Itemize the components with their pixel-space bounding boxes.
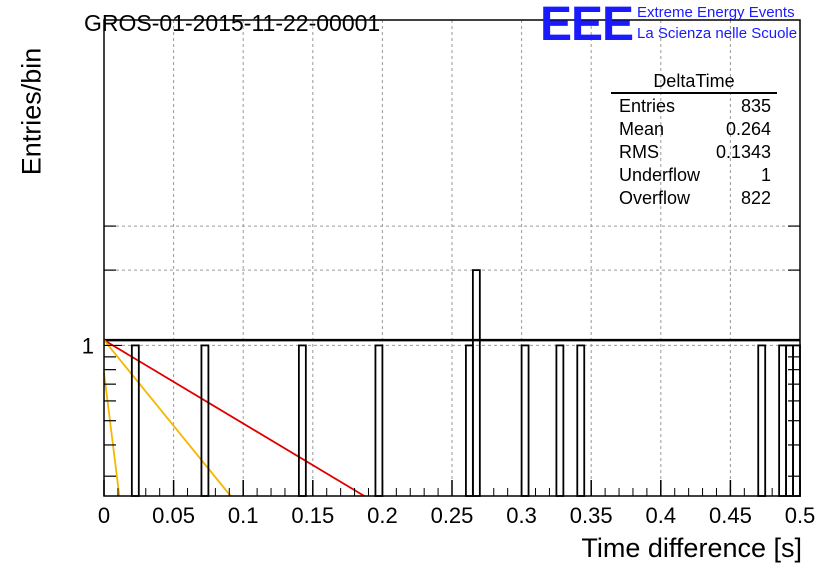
- stats-row-entries: Entries 835: [611, 95, 777, 118]
- histogram-bin: [130, 344, 140, 497]
- tick-labels: 0 0.05 0.1 0.15 0.2 0.25 0.3 0.35 0.4 0.45 0.5 1: [82, 333, 816, 528]
- stats-label: Mean: [619, 119, 665, 139]
- stats-value: 835: [740, 96, 771, 116]
- histogram-bin: [200, 344, 210, 497]
- histogram-bin: [520, 344, 530, 497]
- chart-title: GROS-01-2015-11-22-00001: [84, 10, 381, 36]
- fit-line-yellow: [103, 372, 121, 497]
- x-tick-label: 0.3: [506, 503, 537, 528]
- histogram-bin: [757, 344, 767, 497]
- stats-row-underflow: Underflow 1: [611, 164, 777, 187]
- stats-row-mean: Mean 0.264: [611, 118, 777, 141]
- stats-row-rms: RMS 0.1343: [611, 141, 777, 164]
- histogram-bin: [778, 344, 787, 497]
- x-tick-label: 0: [98, 503, 110, 528]
- histogram-bin: [576, 344, 586, 497]
- fit-line-yellow: [103, 339, 232, 497]
- fit-line-red: [103, 339, 365, 497]
- stats-value: 822: [740, 188, 771, 208]
- stats-value: 0.1343: [715, 142, 771, 162]
- stats-value: 0.264: [725, 119, 771, 139]
- x-tick-label: 0.05: [152, 503, 195, 528]
- x-tick-label: 0.4: [646, 503, 677, 528]
- stats-label: Overflow: [619, 188, 691, 208]
- x-tick-label: 0.1: [228, 503, 259, 528]
- x-tick-label: 0.15: [291, 503, 334, 528]
- stats-value: 1: [760, 165, 771, 185]
- grid-lines: [104, 20, 800, 496]
- x-tick-label: 0.2: [367, 503, 398, 528]
- histogram-bin: [471, 269, 481, 497]
- stats-row-overflow: Overflow 822: [611, 187, 777, 210]
- stats-box: DeltaTime Entries 835 Mean 0.264 RMS 0.1…: [611, 70, 777, 210]
- x-tick-label: 0.5: [785, 503, 816, 528]
- histogram-bin: [465, 344, 474, 497]
- x-tick-label: 0.35: [570, 503, 613, 528]
- logo-subtitle-line1: Extreme Energy Events: [637, 4, 795, 21]
- x-axis-label: Time difference [s]: [581, 533, 802, 563]
- axes: [103, 19, 801, 497]
- stats-label: RMS: [619, 142, 659, 162]
- eee-logo: EEE: [540, 0, 634, 51]
- x-tick-label: 0.45: [709, 503, 752, 528]
- plot-frame: [103, 19, 801, 497]
- histogram-bin: [555, 344, 565, 497]
- stats-label: Entries: [619, 96, 676, 116]
- histogram-bars: [130, 269, 801, 497]
- y-axis-label: Entries/bin: [16, 47, 47, 176]
- logo-subtitle-line2: La Scienza nelle Scuole: [637, 25, 798, 42]
- histogram-bin: [374, 344, 384, 497]
- histogram-bin: [297, 344, 307, 497]
- fit-curves: [103, 338, 800, 497]
- x-tick-label: 0.25: [431, 503, 474, 528]
- stats-title: DeltaTime: [611, 70, 777, 94]
- y-tick-label: 1: [82, 333, 94, 358]
- stats-label: Underflow: [619, 165, 701, 185]
